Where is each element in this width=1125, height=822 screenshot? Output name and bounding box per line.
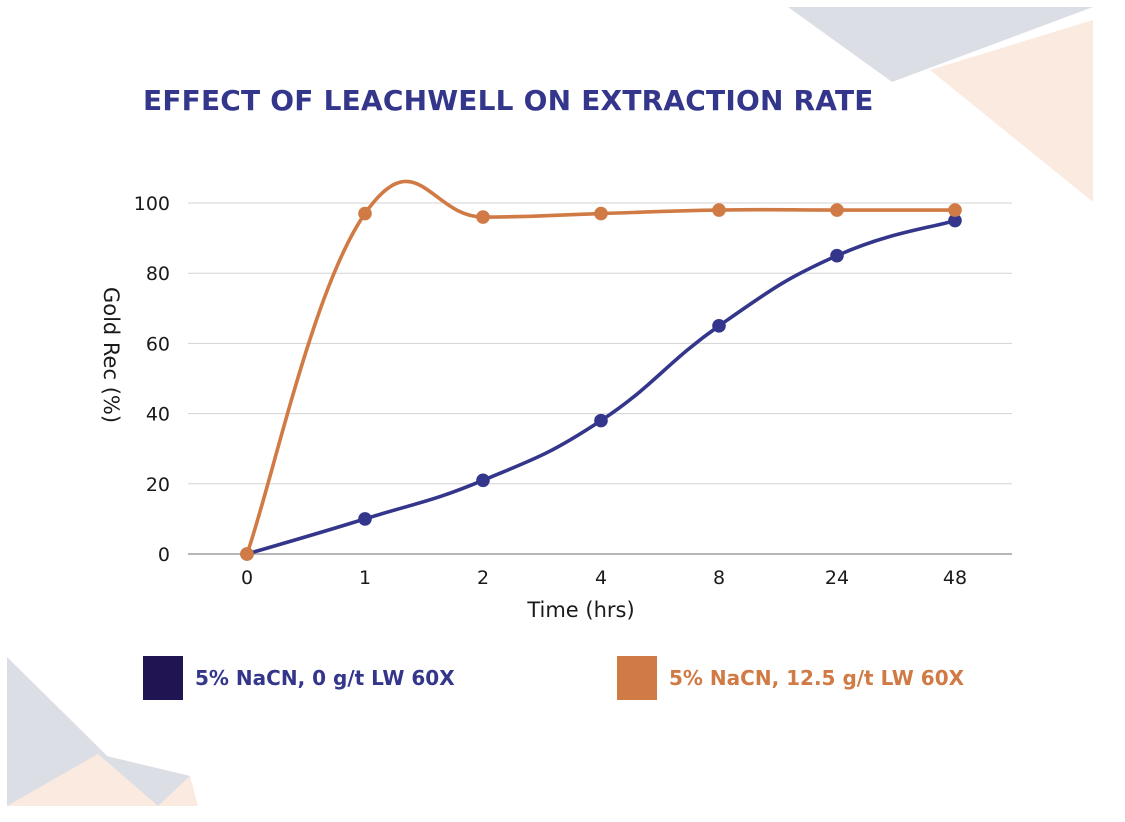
x-tick-label-1: 1 xyxy=(359,567,371,589)
data-point-series-0-1 xyxy=(358,512,372,526)
data-point-series-0-4 xyxy=(594,413,608,428)
x-tick-label-0: 0 xyxy=(241,567,253,589)
data-point-series-1-8 xyxy=(712,203,726,217)
legend-label-series-0: 5% NaCN, 0 g/t LW 60X xyxy=(195,666,455,690)
y-axis-title: Gold Rec (%) xyxy=(99,287,123,423)
data-point-series-0-8 xyxy=(712,319,726,333)
y-tick-label-0: 0 xyxy=(158,544,170,566)
data-point-series-1-4 xyxy=(594,206,608,221)
data-point-series-0-48 xyxy=(948,213,962,228)
data-point-series-1-48 xyxy=(948,203,962,217)
data-point-series-0-24 xyxy=(830,248,844,263)
legend-item-series-0: 5% NaCN, 0 g/t LW 60X xyxy=(143,656,455,700)
series-line-1 xyxy=(245,179,957,556)
series-line-0 xyxy=(245,218,957,556)
x-tick-label-8: 8 xyxy=(713,567,725,589)
x-axis-title: Time (hrs) xyxy=(526,598,634,622)
legend-item-series-1: 5% NaCN, 12.5 g/t LW 60X xyxy=(617,656,964,700)
x-tick-label-2: 2 xyxy=(477,567,489,589)
chart-title: EFFECT OF LEACHWELL ON EXTRACTION RATE xyxy=(143,84,874,117)
legend-swatch-series-0 xyxy=(143,656,183,700)
y-tick-label-20: 20 xyxy=(146,474,170,496)
x-tick-label-24: 24 xyxy=(825,567,849,589)
decor-triangle-top-peach xyxy=(930,20,1093,202)
decor-triangle-top-gray xyxy=(788,7,1093,82)
decor-triangle-bottom-gray-2 xyxy=(98,754,190,806)
data-point-series-1-1 xyxy=(358,206,372,221)
data-point-series-0-2 xyxy=(476,473,490,488)
y-tick-label-40: 40 xyxy=(146,404,170,426)
y-tick-label-100: 100 xyxy=(134,193,170,215)
x-tick-label-48: 48 xyxy=(943,567,967,589)
legend-swatch-series-1 xyxy=(617,656,657,700)
legend-label-series-1: 5% NaCN, 12.5 g/t LW 60X xyxy=(669,666,965,690)
data-point-series-1-24 xyxy=(830,203,844,217)
data-point-series-1-2 xyxy=(476,210,490,224)
y-tick-label-60: 60 xyxy=(146,333,170,355)
x-tick-label-4: 4 xyxy=(595,567,607,589)
data-point-series-1-0 xyxy=(240,547,254,561)
y-tick-label-80: 80 xyxy=(146,263,170,285)
